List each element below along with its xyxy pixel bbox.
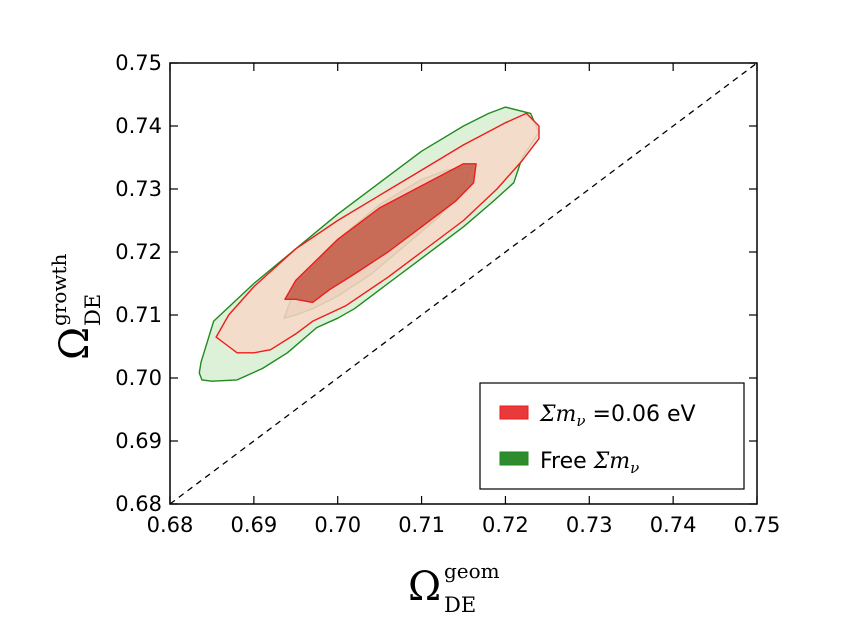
x-tick-label: 0.69 [230,513,277,537]
x-tick-label: 0.70 [314,513,361,537]
legend-label-free-mass: Free Σmν [540,449,639,477]
legend-text-free-mass: Free [540,449,594,474]
legend-suffix-fixed-mass: =0.06 eV [586,402,696,427]
x-tick-label: 0.74 [650,513,697,537]
contour-series1-inner [284,163,477,304]
y-tick-label: 0.72 [115,240,162,264]
x-axis-label-sup: geom [444,559,500,583]
y-tick-label: 0.69 [115,429,162,453]
legend-math-fixed-mass: Σm [539,402,576,427]
x-axis-label-sub: DE [444,593,476,617]
legend-label-fixed-mass: Σmν =0.06 eV [539,402,696,430]
legend-math-free-mass: Σm [593,449,630,474]
legend: Σmν =0.06 eV Free Σmν [479,382,745,490]
y-tick-label: 0.75 [115,51,162,75]
legend-entry-fixed-mass: Σmν =0.06 eV [499,402,696,430]
legend-entry-free-mass: Free Σmν [499,449,639,477]
x-tick-label: 0.75 [734,513,781,537]
x-tick-label: 0.73 [566,513,613,537]
y-axis-label: Ω growth DE [47,253,105,360]
y-tick-label: 0.68 [115,492,162,516]
x-tick-label: 0.68 [147,513,194,537]
reference-line [169,62,758,505]
legend-swatch-fixed-mass [499,405,529,420]
x-axis-label-symbol: Ω [408,564,441,610]
x-axis-label: Ω geom DE [408,559,500,617]
contour-layer [198,106,540,382]
y-axis-label-symbol: Ω [52,327,98,360]
legend-swatch-free-mass [499,451,529,466]
y-axis-label-sup: growth [47,253,71,326]
plot-frame [169,62,758,505]
y-tick-label: 0.71 [115,303,162,327]
y-axis-ticks: 0.68 0.69 0.70 0.71 0.72 0.73 0.74 0.75 [115,51,757,516]
y-tick-label: 0.74 [115,114,162,138]
y-tick-label: 0.70 [115,366,162,390]
legend-math-sub-free-mass: ν [630,459,639,477]
x-tick-label: 0.72 [482,513,529,537]
y-axis-label-sub: DE [81,294,105,326]
legend-box [479,382,745,490]
y-tick-label: 0.73 [115,177,162,201]
x-tick-label: 0.71 [398,513,445,537]
x-axis-ticks: 0.68 0.69 0.70 0.71 0.72 0.73 0.74 0.75 [147,63,781,537]
legend-math-sub-fixed-mass: ν [576,412,585,430]
